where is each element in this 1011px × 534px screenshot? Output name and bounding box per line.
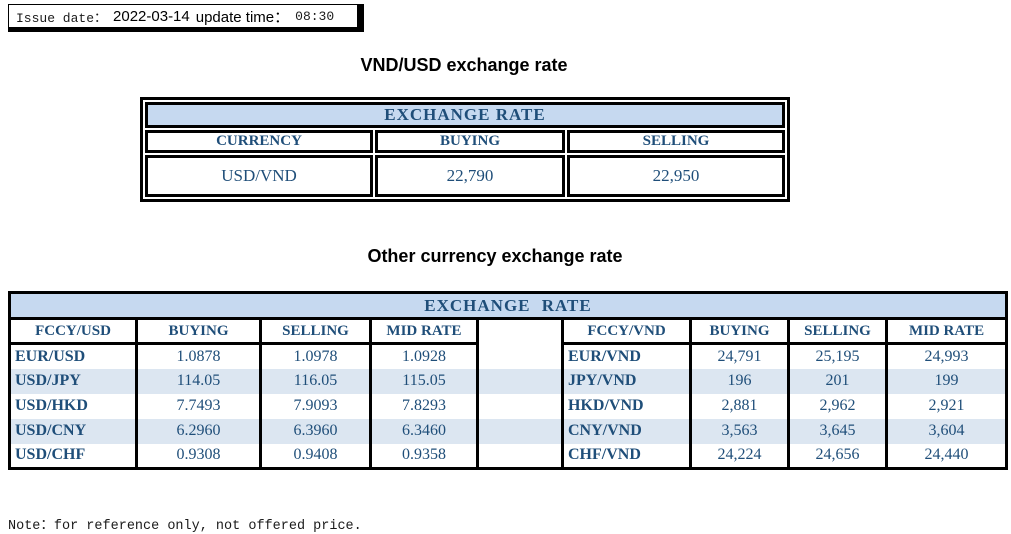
table-row-jpy: USD/JPY 114.05 116.05 115.05 JPY/VND 196…: [8, 368, 1009, 394]
table-title: EXCHANGE RATE: [9, 292, 1007, 320]
selling-cell: 3,645: [787, 418, 888, 444]
table-row-hkd: USD/HKD 7.7493 7.9093 7.8293 HKD/VND 2,8…: [8, 393, 1009, 419]
midrate-cell: 6.3460: [369, 418, 479, 444]
selling-value-cell: 22,950: [567, 155, 785, 197]
column-header-midrate-right: MID RATE: [884, 317, 1009, 345]
midrate-cell: 1.0928: [369, 343, 479, 369]
currency-pair-cell: USD/HKD: [8, 393, 138, 419]
update-time-value: 08:30: [295, 8, 335, 24]
currency-pair-cell: HKD/VND: [561, 393, 692, 419]
selling-cell: 24,656: [787, 443, 888, 469]
currency-pair-cell: USD/JPY: [8, 368, 138, 394]
column-header-fccy-usd: FCCY/USD: [8, 317, 138, 345]
spacer-cell: [477, 393, 563, 419]
column-header-currency: CURRENCY: [145, 130, 373, 153]
midrate-cell: 7.8293: [369, 393, 479, 419]
spacer-cell: [477, 368, 563, 394]
currency-pair-cell: CHF/VND: [561, 443, 692, 469]
column-header-selling-left: SELLING: [259, 317, 372, 345]
issue-date-box: Issue date： 2022-03-14 update time： 08:3…: [8, 4, 364, 32]
other-currency-rate-table: EXCHANGE RATE FCCY/USD BUYING SELLING MI…: [8, 291, 1009, 470]
midrate-cell: 115.05: [369, 368, 479, 394]
currency-pair-cell: JPY/VND: [561, 368, 692, 394]
currency-pair-cell: USD/VND: [145, 155, 373, 197]
column-header-buying-left: BUYING: [135, 317, 262, 345]
column-header-buying-right: BUYING: [689, 317, 790, 345]
midrate-cell: 3,604: [884, 418, 1009, 444]
update-time-label: update time：: [195, 8, 290, 26]
table-title-row: EXCHANGE RATE: [9, 292, 1007, 320]
selling-cell: 201: [787, 368, 888, 394]
table-row-eur: EUR/USD 1.0878 1.0978 1.0928 EUR/VND 24,…: [8, 343, 1009, 369]
spacer-cell: [477, 418, 563, 444]
column-header-buying: BUYING: [375, 130, 565, 153]
buying-value-cell: 22,790: [375, 155, 565, 197]
buying-cell: 24,791: [689, 343, 790, 369]
midrate-cell: 199: [884, 368, 1009, 394]
midrate-cell: 0.9358: [369, 443, 479, 469]
buying-cell: 7.7493: [135, 393, 262, 419]
buying-cell: 1.0878: [135, 343, 262, 369]
note-text: Note：for reference only, not offered pri…: [8, 519, 362, 534]
spacer-cell: [477, 343, 563, 369]
table-title: EXCHANGE RATE: [145, 102, 785, 128]
buying-cell: 114.05: [135, 368, 262, 394]
column-header-selling-right: SELLING: [787, 317, 888, 345]
column-header-fccy-vnd: FCCY/VND: [561, 317, 692, 345]
spacer-cell: [477, 443, 563, 469]
selling-cell: 2,962: [787, 393, 888, 419]
midrate-cell: 24,440: [884, 443, 1009, 469]
buying-cell: 2,881: [689, 393, 790, 419]
buying-cell: 3,563: [689, 418, 790, 444]
currency-pair-cell: EUR/VND: [561, 343, 692, 369]
column-header-row: CURRENCY BUYING SELLING: [145, 130, 785, 153]
column-header-row: FCCY/USD BUYING SELLING MID RATE FCCY/VN…: [8, 317, 1009, 345]
table-row-chf: USD/CHF 0.9308 0.9408 0.9358 CHF/VND 24,…: [8, 443, 1009, 469]
midrate-cell: 2,921: [884, 393, 1009, 419]
currency-pair-cell: USD/CNY: [8, 418, 138, 444]
column-header-selling: SELLING: [567, 130, 785, 153]
column-header-midrate-left: MID RATE: [369, 317, 479, 345]
selling-cell: 1.0978: [259, 343, 372, 369]
selling-cell: 25,195: [787, 343, 888, 369]
selling-cell: 6.3960: [259, 418, 372, 444]
buying-cell: 196: [689, 368, 790, 394]
table-row: USD/VND 22,790 22,950: [145, 155, 785, 197]
selling-cell: 0.9408: [259, 443, 372, 469]
vnd-usd-section-title: VND/USD exchange rate: [360, 55, 568, 75]
issue-date-label: Issue date：: [16, 10, 108, 26]
table-row-cny: USD/CNY 6.2960 6.3960 6.3460 CNY/VND 3,5…: [8, 418, 1009, 444]
issue-date-value: 2022-03-14: [113, 7, 190, 25]
currency-pair-cell: CNY/VND: [561, 418, 692, 444]
currency-pair-cell: USD/CHF: [8, 443, 138, 469]
selling-cell: 7.9093: [259, 393, 372, 419]
table-title-row: EXCHANGE RATE: [145, 102, 785, 128]
currency-pair-cell: EUR/USD: [8, 343, 138, 369]
buying-cell: 6.2960: [135, 418, 262, 444]
vnd-usd-rate-table: EXCHANGE RATE CURRENCY BUYING SELLING US…: [140, 97, 790, 202]
selling-cell: 116.05: [259, 368, 372, 394]
buying-cell: 24,224: [689, 443, 790, 469]
buying-cell: 0.9308: [135, 443, 262, 469]
spacer-cell: [478, 319, 563, 344]
other-currency-section-title: Other currency exchange rate: [367, 246, 623, 266]
midrate-cell: 24,993: [884, 343, 1009, 369]
